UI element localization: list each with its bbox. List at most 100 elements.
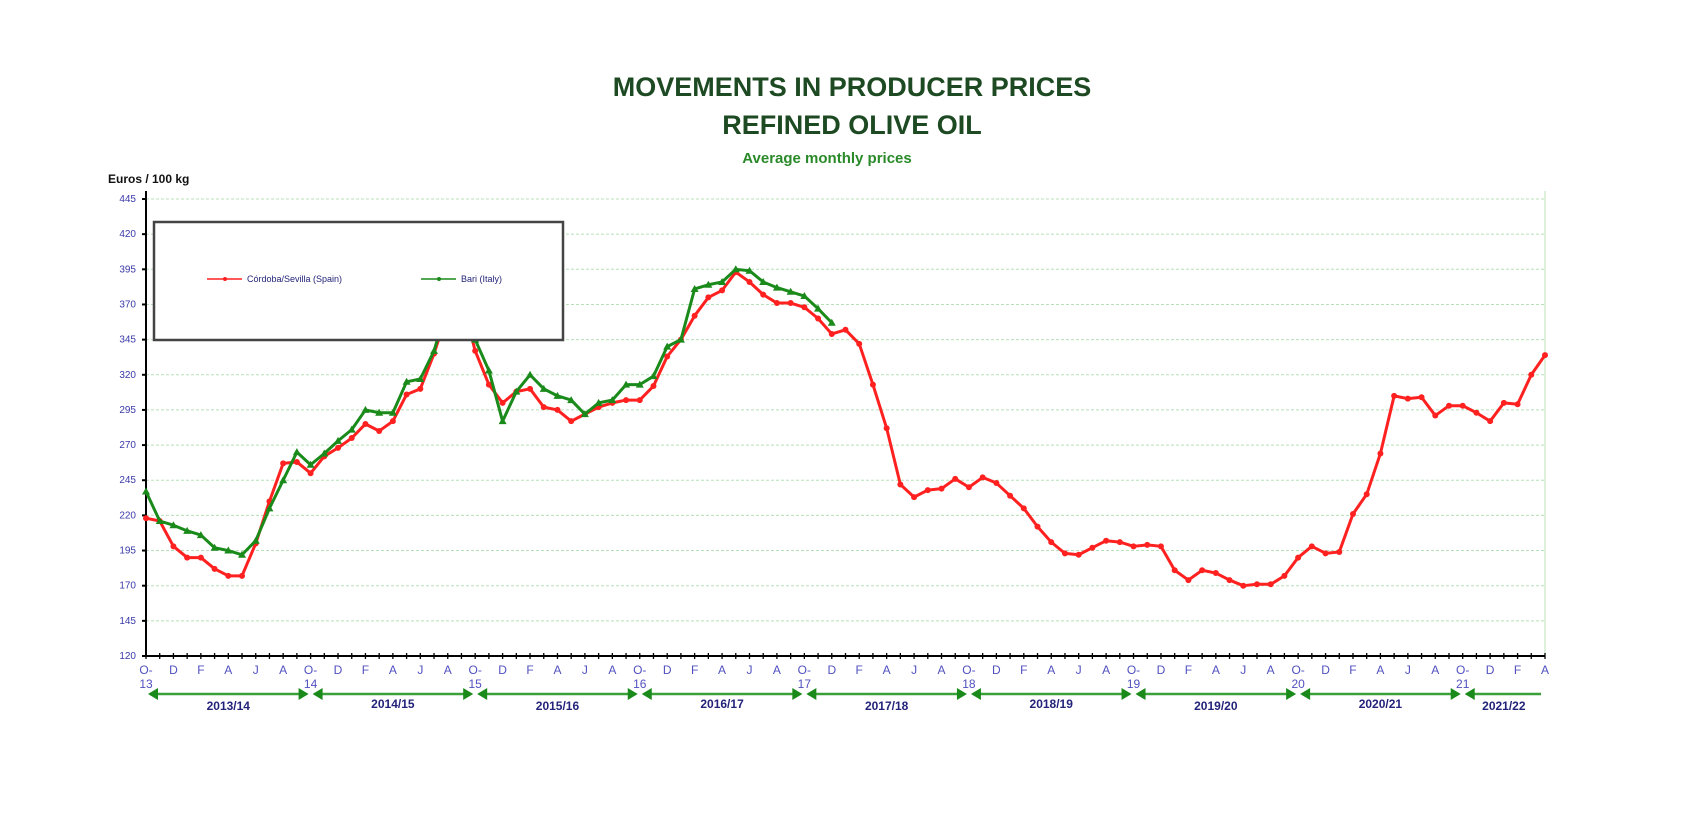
x-month-label: A bbox=[1431, 663, 1439, 677]
season-arrow-left-icon bbox=[312, 688, 323, 700]
data-point-italy bbox=[416, 374, 425, 382]
season-arrow-right-icon bbox=[1450, 688, 1461, 700]
x-month-label: D bbox=[663, 663, 672, 677]
x-month-label: A bbox=[608, 663, 616, 677]
data-point-spain bbox=[952, 475, 959, 482]
data-point-spain bbox=[1226, 577, 1233, 584]
data-point-italy bbox=[238, 550, 247, 558]
data-point-italy bbox=[375, 408, 384, 416]
data-point-italy bbox=[663, 342, 672, 350]
data-point-spain bbox=[1308, 543, 1315, 550]
x-month-label: A bbox=[938, 663, 946, 677]
data-point-italy bbox=[361, 405, 370, 413]
data-point-italy bbox=[512, 387, 521, 395]
data-point-italy bbox=[498, 417, 507, 425]
data-point-spain bbox=[1514, 401, 1521, 408]
chart-subtitle: Average monthly prices bbox=[742, 150, 912, 167]
x-month-label: O- bbox=[1127, 663, 1140, 677]
data-point-spain bbox=[1240, 582, 1247, 589]
data-point-spain bbox=[348, 435, 355, 442]
data-point-italy bbox=[430, 346, 439, 354]
x-year-label: 20 bbox=[1291, 677, 1305, 691]
data-point-spain bbox=[1199, 567, 1206, 574]
data-point-italy bbox=[169, 521, 178, 529]
season-label: 2015/16 bbox=[536, 699, 580, 713]
data-point-spain bbox=[650, 383, 657, 390]
data-point-spain bbox=[1130, 543, 1137, 550]
data-point-spain bbox=[924, 487, 931, 494]
season-arrow-left-icon bbox=[477, 688, 488, 700]
x-month-label: F bbox=[1514, 663, 1521, 677]
data-point-italy bbox=[265, 504, 274, 512]
x-month-label: J bbox=[911, 663, 917, 677]
x-month-label: A bbox=[1102, 663, 1110, 677]
data-point-italy bbox=[142, 487, 150, 495]
data-point-italy bbox=[772, 283, 781, 291]
data-point-spain bbox=[883, 425, 890, 432]
data-point-italy bbox=[292, 448, 301, 456]
data-point-spain bbox=[1144, 541, 1151, 548]
data-point-spain bbox=[636, 397, 643, 404]
data-point-spain bbox=[211, 565, 218, 572]
x-year-label: 14 bbox=[304, 677, 318, 691]
x-month-label: A bbox=[773, 663, 781, 677]
data-point-spain bbox=[1171, 567, 1178, 574]
data-point-italy bbox=[347, 425, 356, 433]
season-label: 2016/17 bbox=[700, 697, 744, 711]
x-month-label: O- bbox=[962, 663, 975, 677]
x-month-label: D bbox=[1486, 663, 1495, 677]
season-arrow-left-icon bbox=[970, 688, 981, 700]
season-arrow-right-icon bbox=[792, 688, 803, 700]
data-point-italy bbox=[402, 377, 411, 385]
data-point-spain bbox=[1267, 581, 1274, 588]
x-month-label: D bbox=[1157, 663, 1166, 677]
data-point-italy bbox=[622, 380, 631, 388]
legend-label-italy: Bari (Italy) bbox=[461, 274, 502, 284]
data-point-spain bbox=[1432, 412, 1439, 419]
y-tick-label: 195 bbox=[119, 546, 136, 557]
data-point-spain bbox=[719, 287, 726, 294]
data-point-spain bbox=[499, 399, 506, 406]
x-month-label: O- bbox=[469, 663, 482, 677]
data-point-italy bbox=[731, 265, 740, 273]
data-point-spain bbox=[1116, 539, 1123, 546]
data-point-spain bbox=[1185, 577, 1192, 584]
data-point-spain bbox=[938, 485, 945, 492]
data-point-spain bbox=[554, 406, 561, 413]
x-month-label: F bbox=[362, 663, 369, 677]
x-month-label: F bbox=[1185, 663, 1192, 677]
x-month-label: O- bbox=[139, 663, 152, 677]
data-point-italy bbox=[526, 370, 535, 378]
data-point-spain bbox=[1391, 392, 1398, 399]
data-point-spain bbox=[828, 330, 835, 337]
y-axis-label: Euros / 100 kg bbox=[108, 172, 189, 186]
x-year-label: 21 bbox=[1456, 677, 1470, 691]
season-label: 2017/18 bbox=[865, 699, 909, 713]
season-arrow-left-icon bbox=[806, 688, 817, 700]
data-point-spain bbox=[1322, 550, 1329, 557]
data-point-spain bbox=[965, 484, 972, 491]
data-point-spain bbox=[170, 543, 177, 550]
season-arrow-right-icon bbox=[1121, 688, 1132, 700]
data-point-spain bbox=[197, 554, 204, 561]
x-month-label: J bbox=[746, 663, 752, 677]
x-month-label: J bbox=[253, 663, 259, 677]
y-tick-label: 145 bbox=[119, 616, 136, 627]
data-point-spain bbox=[1349, 510, 1356, 517]
data-point-spain bbox=[979, 474, 986, 481]
data-point-italy bbox=[594, 398, 603, 406]
data-point-italy bbox=[251, 536, 260, 544]
x-month-label: D bbox=[169, 663, 178, 677]
data-point-italy bbox=[553, 391, 562, 399]
data-point-spain bbox=[787, 300, 794, 307]
data-point-spain bbox=[376, 428, 383, 435]
x-month-label: A bbox=[1376, 663, 1384, 677]
data-point-spain bbox=[1061, 550, 1068, 557]
data-point-spain bbox=[527, 385, 534, 392]
x-month-label: A bbox=[224, 663, 232, 677]
y-tick-label: 270 bbox=[119, 440, 136, 451]
data-point-spain bbox=[1020, 505, 1027, 512]
season-label: 2018/19 bbox=[1030, 697, 1074, 711]
data-point-italy bbox=[718, 277, 727, 285]
